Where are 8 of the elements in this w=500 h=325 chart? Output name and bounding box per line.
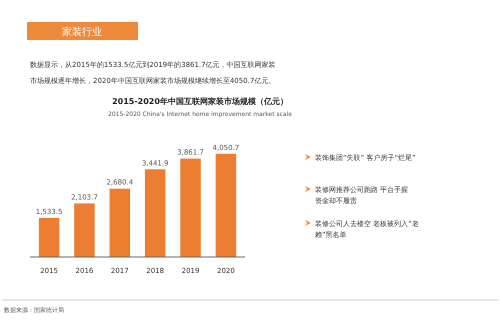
bar — [38, 218, 60, 257]
text: 家装行业 — [62, 26, 102, 38]
bar — [74, 203, 95, 257]
chart-title: 2015-2020年中国互联网家装市场规模（亿元） — [112, 96, 288, 106]
bar — [110, 188, 130, 257]
bar — [180, 158, 201, 257]
bar — [144, 169, 166, 257]
bar — [216, 154, 236, 257]
